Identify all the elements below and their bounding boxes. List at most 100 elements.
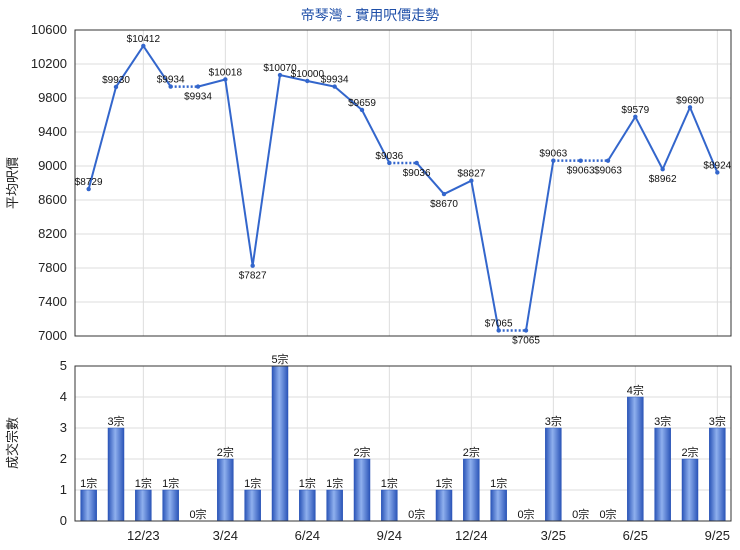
line-point bbox=[195, 84, 201, 89]
line-value-label: $9579 bbox=[621, 105, 649, 116]
line-point bbox=[86, 186, 91, 192]
bar bbox=[299, 489, 316, 522]
bar bbox=[545, 427, 562, 522]
bar bbox=[654, 427, 671, 522]
x-tick-label: 3/24 bbox=[213, 528, 238, 543]
x-tick-label: 6/24 bbox=[295, 528, 320, 543]
line-value-label: $10070 bbox=[263, 63, 297, 74]
x-tick-label: 9/25 bbox=[705, 528, 730, 543]
line-y-tick-label: 10200 bbox=[31, 56, 67, 71]
bar-y-tick-label: 5 bbox=[60, 358, 67, 373]
line-plot-frame bbox=[74, 29, 732, 337]
line-value-label: $8729 bbox=[75, 177, 103, 188]
line-segment bbox=[607, 116, 637, 162]
line-point bbox=[332, 84, 337, 89]
bar-value-label: 1宗 bbox=[435, 476, 452, 490]
bar-value-label: 2宗 bbox=[217, 445, 234, 459]
line-segment bbox=[87, 86, 117, 190]
bar-value-label: 4宗 bbox=[627, 383, 644, 397]
line-segment bbox=[361, 109, 391, 164]
bar-plot-frame bbox=[74, 365, 732, 522]
bar-y-tick-label: 1 bbox=[60, 482, 67, 497]
line-segment bbox=[334, 85, 363, 111]
bar bbox=[271, 365, 289, 522]
x-tick-label: 3/25 bbox=[541, 528, 566, 543]
line-value-label: $8962 bbox=[649, 174, 677, 185]
line-point bbox=[523, 328, 529, 333]
line-point bbox=[633, 114, 638, 119]
bar-value-label: 1宗 bbox=[135, 476, 152, 490]
line-value-label: $10412 bbox=[127, 34, 161, 45]
bar-value-label: 3宗 bbox=[709, 414, 726, 428]
line-point bbox=[687, 105, 693, 110]
line-point bbox=[660, 167, 665, 172]
bar bbox=[217, 458, 234, 522]
line-point bbox=[223, 77, 228, 82]
line-segment bbox=[634, 116, 664, 170]
line-y-tick-label: 9800 bbox=[38, 90, 67, 105]
line-value-label: $9036 bbox=[375, 151, 403, 162]
bar-value-label: 1宗 bbox=[490, 476, 507, 490]
line-segment bbox=[415, 162, 445, 195]
line-y-tick-label: 10600 bbox=[31, 22, 67, 37]
line-point bbox=[359, 107, 365, 113]
line-value-label: $10000 bbox=[291, 69, 325, 80]
bar bbox=[381, 489, 398, 522]
line-segment bbox=[251, 74, 281, 266]
line-value-label: $8670 bbox=[430, 199, 458, 210]
bar-value-label: 1宗 bbox=[244, 476, 261, 490]
bar bbox=[135, 489, 152, 522]
line-y-tick-label: 9000 bbox=[38, 158, 67, 173]
bar-value-label: 0宗 bbox=[189, 507, 206, 521]
chart-title: 帝琴灣 - 實用呎價走勢 bbox=[301, 7, 439, 23]
line-segment bbox=[279, 74, 308, 82]
line-segment bbox=[443, 179, 472, 195]
x-tick-label: 9/24 bbox=[377, 528, 402, 543]
line-y-tick-label: 7000 bbox=[38, 328, 67, 343]
line-value-label: $8924 bbox=[703, 160, 731, 171]
bar-value-label: 1宗 bbox=[381, 476, 398, 490]
bar bbox=[80, 489, 97, 522]
bar bbox=[627, 396, 644, 522]
bar-y-tick-label: 0 bbox=[60, 513, 67, 528]
bar-value-label: 3宗 bbox=[654, 414, 671, 428]
line-segment bbox=[197, 78, 226, 88]
line-point bbox=[387, 160, 392, 166]
line-value-label: $9063 bbox=[594, 166, 622, 177]
line-value-label: $9690 bbox=[676, 95, 704, 106]
line-segment bbox=[115, 45, 145, 88]
bar-y-tick-label: 3 bbox=[60, 420, 67, 435]
line-value-label: $10018 bbox=[209, 67, 243, 78]
bar bbox=[709, 427, 726, 522]
bar-y-tick-label: 4 bbox=[60, 389, 67, 404]
line-segment bbox=[470, 180, 500, 331]
line-y-tick-label: 7400 bbox=[38, 294, 67, 309]
bar-value-label: 3宗 bbox=[107, 414, 124, 428]
line-point bbox=[277, 72, 283, 78]
line-point bbox=[414, 160, 419, 166]
bar-value-label: 2宗 bbox=[681, 445, 698, 459]
bar-value-label: 0宗 bbox=[517, 507, 534, 521]
bar-value-label: 1宗 bbox=[80, 476, 97, 490]
bar bbox=[435, 489, 453, 522]
line-value-label: $9934 bbox=[321, 75, 349, 86]
bar-value-label: 1宗 bbox=[326, 476, 343, 490]
bar bbox=[681, 458, 699, 522]
bar-value-label: 0宗 bbox=[408, 507, 425, 521]
x-tick-label: 12/24 bbox=[455, 528, 488, 543]
x-tick-label: 12/23 bbox=[127, 528, 160, 543]
line-segment bbox=[142, 45, 172, 88]
bar-value-label: 1宗 bbox=[299, 476, 316, 490]
bar-y-axis-label: 成交宗數 bbox=[5, 417, 20, 469]
line-value-label: $9930 bbox=[102, 75, 130, 86]
line-point bbox=[168, 84, 173, 89]
line-value-label: $7065 bbox=[485, 318, 513, 329]
line-segment bbox=[661, 106, 691, 170]
line-value-label: $9063 bbox=[539, 149, 567, 160]
line-value-label: $7827 bbox=[239, 271, 267, 282]
line-y-tick-label: 7800 bbox=[38, 260, 67, 275]
bar bbox=[490, 489, 507, 522]
x-tick-label: 6/25 bbox=[623, 528, 648, 543]
bar bbox=[326, 489, 343, 522]
